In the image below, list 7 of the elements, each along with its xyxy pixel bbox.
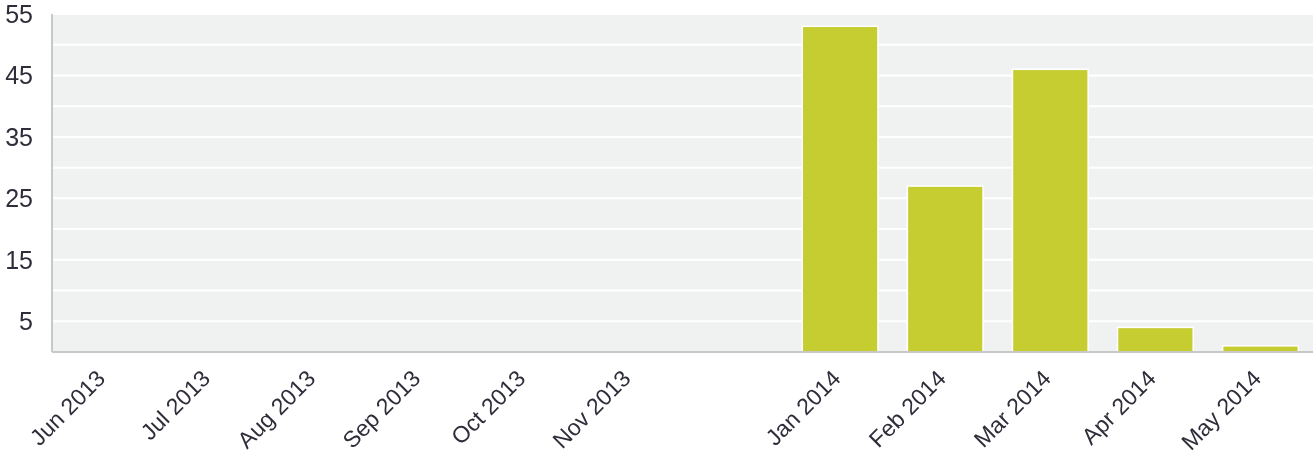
y-tick-label: 25 [5, 184, 33, 213]
bar [1116, 326, 1194, 353]
y-tick-label: 5 [19, 307, 33, 336]
y-tick-label: 45 [5, 61, 33, 90]
y-tick-label: 35 [5, 122, 33, 151]
y-tick-label: 15 [5, 245, 33, 274]
y-tick-label: 55 [5, 0, 33, 28]
